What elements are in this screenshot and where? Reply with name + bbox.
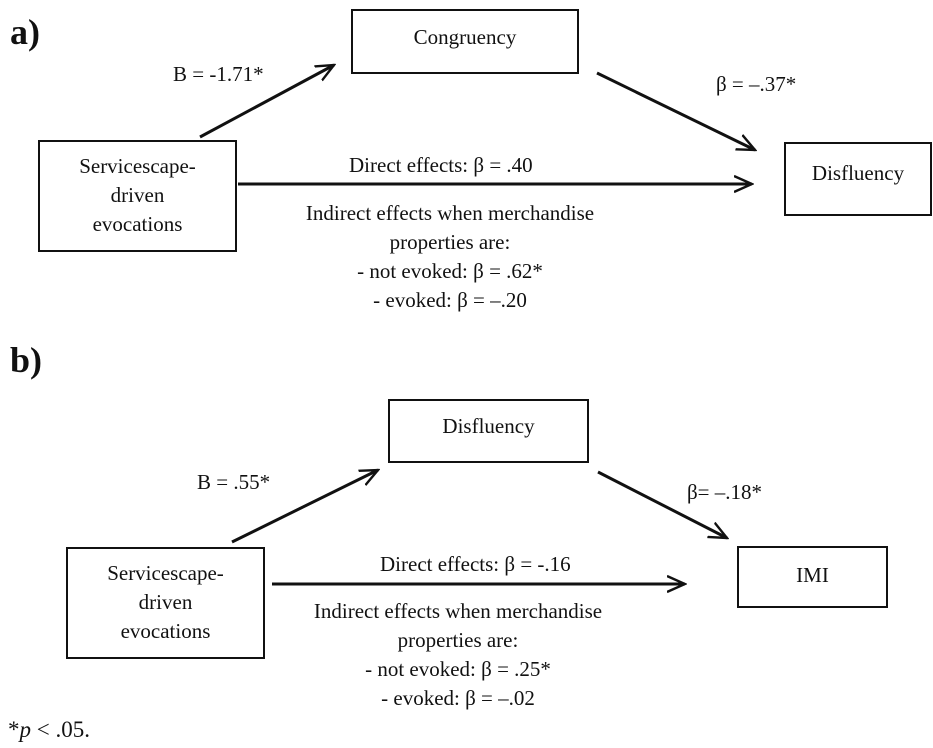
panel-a-predictor-box: Servicescape- driven evocations [38, 140, 237, 252]
panel-a-path-b-coefficient: β = –.37* [716, 72, 797, 96]
panel-b-predictor-box: Servicescape- driven evocations [66, 547, 265, 659]
panel-a-outcome-label: Disfluency [811, 161, 905, 185]
panel-b-path-a-coefficient: B = .55* [197, 470, 271, 494]
panel-a-predictor-label: Servicescape- driven evocations [79, 154, 196, 236]
panel-a-path-a-coefficient: B = -1.71* [173, 62, 264, 86]
panel-b-label: b) [10, 340, 43, 380]
panel-b-direct-effect: Direct effects: β = -.16 [380, 552, 571, 576]
panel-b-path-b-coefficient: β= –.18* [687, 480, 763, 504]
panel-a-indirect-effects: Indirect effects when merchandise proper… [305, 201, 595, 312]
arrow-a-mediator-to-outcome [596, 71, 755, 152]
panel-a-label: a) [10, 12, 40, 52]
panel-a-mediator-box: Congruency [351, 9, 579, 74]
panel-b-predictor-label: Servicescape- driven evocations [107, 561, 224, 643]
panel-b-outcome-box: IMI [737, 546, 888, 608]
panel-a-mediator-label: Congruency [413, 25, 517, 49]
footnote-threshold: < .05. [31, 717, 90, 742]
arrow-b-mediator-to-outcome [597, 470, 727, 538]
footnote-p-symbol: p [19, 717, 32, 742]
significance-footnote: *p < .05. [8, 718, 90, 742]
arrow-a-predictor-to-mediator [199, 65, 334, 139]
panel-a-outcome-box: Disfluency [784, 142, 932, 216]
panel-b-mediator-label: Disfluency [442, 414, 535, 438]
panel-b-outcome-label: IMI [796, 563, 829, 587]
arrow-b-predictor-to-mediator [231, 468, 378, 544]
panel-b-mediator-box: Disfluency [388, 399, 589, 463]
footnote-star: * [8, 717, 20, 742]
panel-a-direct-effect: Direct effects: β = .40 [349, 153, 533, 177]
panel-b-indirect-effects: Indirect effects when merchandise proper… [313, 599, 603, 710]
